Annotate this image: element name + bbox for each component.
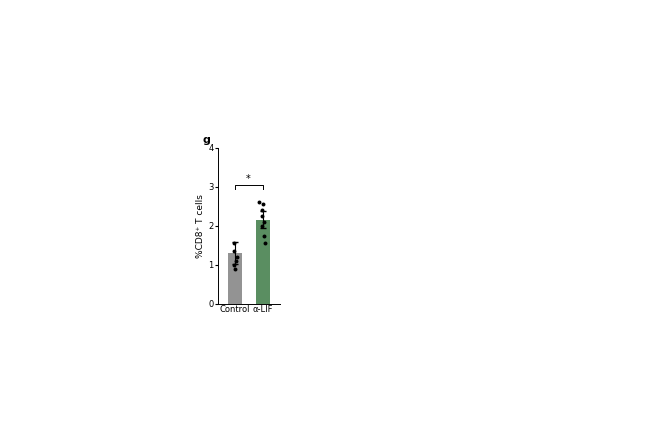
Point bbox=[259, 232, 269, 239]
Text: g: g bbox=[202, 135, 210, 145]
Point bbox=[229, 240, 239, 247]
Point bbox=[257, 212, 267, 219]
Bar bbox=[255, 220, 270, 304]
Point bbox=[257, 222, 267, 229]
Text: *: * bbox=[246, 174, 251, 184]
Point bbox=[258, 218, 268, 225]
Y-axis label: %CD8⁺ T cells: %CD8⁺ T cells bbox=[196, 194, 205, 257]
Point bbox=[230, 265, 240, 272]
Point bbox=[231, 257, 241, 265]
Point bbox=[229, 248, 239, 255]
Point bbox=[257, 207, 267, 214]
Point bbox=[232, 253, 242, 261]
Point bbox=[229, 261, 240, 268]
Bar bbox=[227, 253, 242, 304]
Point bbox=[260, 240, 270, 247]
Point bbox=[258, 201, 268, 208]
Point bbox=[254, 199, 265, 206]
